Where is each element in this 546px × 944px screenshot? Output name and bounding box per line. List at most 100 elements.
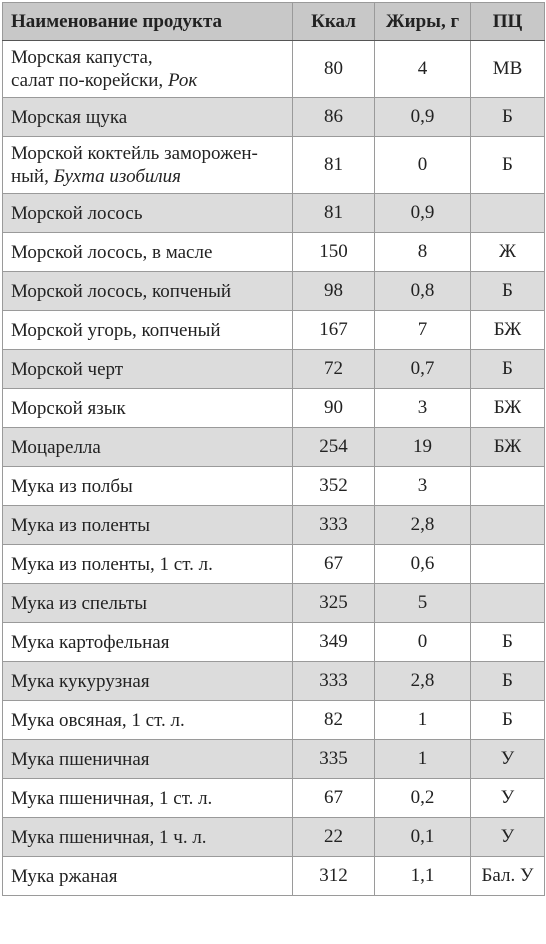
cell-product-name: Морская капуста, салат по-корейски, Рок [2,40,293,98]
table-row: Мука пшеничная 335 1 У [2,739,545,779]
cell-kcal: 333 [292,661,375,701]
table-row: Мука из поленты, 1 ст. л. 67 0,6 [2,544,545,584]
cell-kcal: 167 [292,310,375,350]
cell-pc: Бал. У [470,856,545,896]
cell-kcal: 352 [292,466,375,506]
cell-product-name: Морской угорь, копченый [2,310,293,350]
cell-pc: У [470,739,545,779]
table-row: Мука из спельты 325 5 [2,583,545,623]
cell-product-name: Мука ржаная [2,856,293,896]
cell-product-name: Мука из поленты, 1 ст. л. [2,544,293,584]
cell-fat: 3 [374,388,471,428]
cell-kcal: 80 [292,40,375,98]
cell-pc [470,583,545,623]
cell-fat: 0,8 [374,271,471,311]
header-product-name: Наименование продукта [2,2,293,41]
table-row: Морской лосось 81 0,9 [2,193,545,233]
cell-pc: У [470,778,545,818]
cell-fat: 1,1 [374,856,471,896]
cell-product-name: Мука из спельты [2,583,293,623]
table-row: Морской черт 72 0,7 Б [2,349,545,389]
cell-pc [470,466,545,506]
cell-product-name: Мука из полбы [2,466,293,506]
table-row: Мука картофельная 349 0 Б [2,622,545,662]
table-row: Морской лосось, копченый 98 0,8 Б [2,271,545,311]
cell-product-name: Моцарелла [2,427,293,467]
cell-kcal: 254 [292,427,375,467]
cell-product-name: Мука овсяная, 1 ст. л. [2,700,293,740]
cell-kcal: 335 [292,739,375,779]
header-fat: Жиры, г [374,2,471,41]
header-kcal: Ккал [292,2,375,41]
product-name-line2: салат по-корейски, Рок [11,69,292,92]
cell-kcal: 81 [292,136,375,194]
cell-pc: Б [470,661,545,701]
cell-fat: 0 [374,622,471,662]
cell-fat: 0 [374,136,471,194]
cell-pc: Б [470,349,545,389]
table-body: Морская капуста, салат по-корейски, Рок 80… [2,40,545,896]
product-brand: Бухта изобилия [53,166,181,187]
cell-product-name: Морской лосось, в масле [2,232,293,272]
cell-pc [470,544,545,584]
cell-pc: Ж [470,232,545,272]
cell-kcal: 90 [292,388,375,428]
product-name-line2-text: салат по-корейски, [11,70,168,91]
table-row: Морской угорь, копченый 167 7 БЖ [2,310,545,350]
cell-product-name: Мука из поленты [2,505,293,545]
cell-fat: 2,8 [374,505,471,545]
cell-kcal: 333 [292,505,375,545]
cell-fat: 5 [374,583,471,623]
table-header-row: Наименование продукта Ккал Жиры, г ПЦ [2,2,545,41]
cell-product-name: Морская щука [2,97,293,137]
cell-kcal: 312 [292,856,375,896]
cell-product-name: Морской лосось [2,193,293,233]
table-row: Мука из полбы 352 3 [2,466,545,506]
cell-fat: 3 [374,466,471,506]
table-row: Морской язык 90 3 БЖ [2,388,545,428]
cell-fat: 1 [374,700,471,740]
cell-kcal: 349 [292,622,375,662]
cell-pc: Б [470,700,545,740]
cell-pc: БЖ [470,427,545,467]
cell-pc: БЖ [470,388,545,428]
cell-pc: МВ [470,40,545,98]
table-row: Мука пшеничная, 1 ст. л. 67 0,2 У [2,778,545,818]
cell-fat: 0,1 [374,817,471,857]
cell-kcal: 72 [292,349,375,389]
table-row: Моцарелла 254 19 БЖ [2,427,545,467]
product-name-line2-text: ный, [11,166,54,187]
cell-kcal: 67 [292,778,375,818]
cell-pc: У [470,817,545,857]
cell-fat: 2,8 [374,661,471,701]
table-row: Морская щука 86 0,9 Б [2,97,545,137]
cell-product-name: Мука кукурузная [2,661,293,701]
cell-kcal: 86 [292,97,375,137]
cell-product-name: Морской коктейль заморожен-ный, Бухта из… [2,136,293,194]
cell-fat: 0,9 [374,193,471,233]
cell-kcal: 67 [292,544,375,584]
cell-fat: 8 [374,232,471,272]
cell-pc: Б [470,622,545,662]
cell-kcal: 22 [292,817,375,857]
cell-pc: БЖ [470,310,545,350]
cell-pc: Б [470,136,545,194]
cell-fat: 0,9 [374,97,471,137]
cell-kcal: 150 [292,232,375,272]
cell-kcal: 81 [292,193,375,233]
table-row: Мука овсяная, 1 ст. л. 82 1 Б [2,700,545,740]
header-pc: ПЦ [470,2,545,41]
table-row: Морской коктейль заморожен-ный, Бухта из… [2,136,545,194]
cell-kcal: 98 [292,271,375,311]
table-row: Морская капуста, салат по-корейски, Рок 80… [2,40,545,98]
cell-fat: 4 [374,40,471,98]
product-name-line1: Морская капуста, [11,47,153,68]
cell-fat: 0,6 [374,544,471,584]
cell-product-name: Морской черт [2,349,293,389]
table-row: Морской лосось, в масле 150 8 Ж [2,232,545,272]
cell-fat: 7 [374,310,471,350]
cell-pc: Б [470,271,545,311]
cell-fat: 1 [374,739,471,779]
table-row: Мука ржаная 312 1,1 Бал. У [2,856,545,896]
